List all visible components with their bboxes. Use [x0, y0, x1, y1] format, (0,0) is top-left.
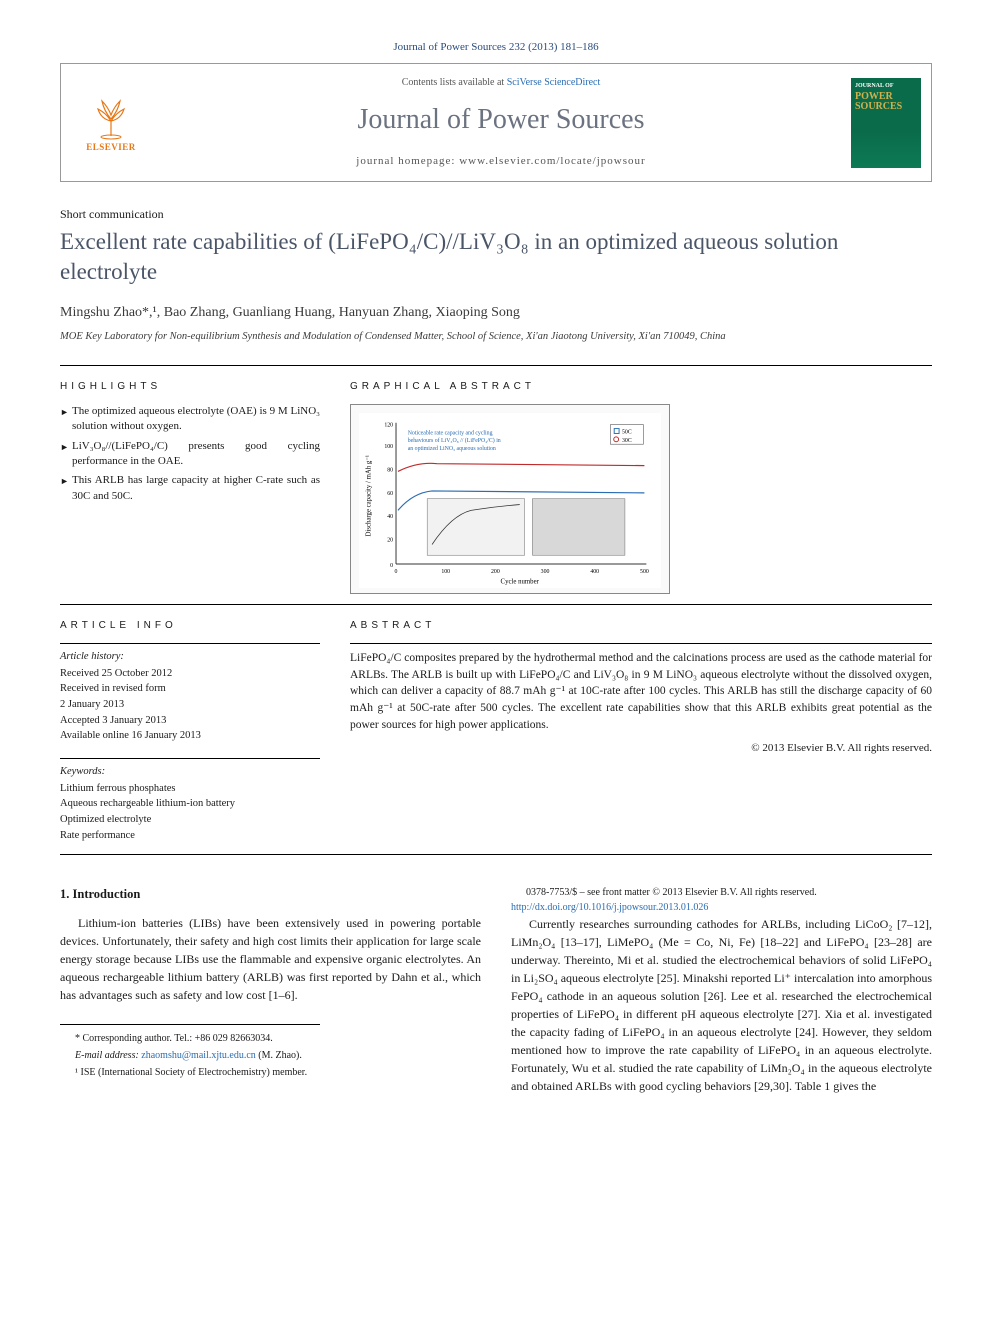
journal-reference: Journal of Power Sources 232 (2013) 181–…	[60, 40, 932, 55]
homepage-prefix: journal homepage:	[356, 155, 459, 167]
svg-text:0: 0	[395, 569, 398, 575]
email-line: E-mail address: zhaomshu@mail.xjtu.edu.c…	[60, 1048, 320, 1063]
graphical-abstract-figure: Discharge capacity / mAh g⁻¹ Cycle numbe…	[350, 404, 670, 594]
svg-text:Discharge capacity / mAh g⁻¹: Discharge capacity / mAh g⁻¹	[366, 455, 373, 536]
info-abstract-row: ARTICLE INFO Article history: Received 2…	[60, 619, 932, 845]
revised-label: Received in revised form	[60, 682, 320, 697]
introduction-section: 1. Introduction Lithium-ion batteries (L…	[60, 885, 932, 1095]
intro-para-1: Lithium-ion batteries (LIBs) have been e…	[60, 914, 481, 1004]
email-label: E-mail address:	[75, 1050, 141, 1061]
graphical-abstract-heading: GRAPHICAL ABSTRACT	[350, 380, 932, 394]
keyword: Rate performance	[60, 829, 320, 844]
doi-block: 0378-7753/$ – see front matter © 2013 El…	[511, 885, 932, 915]
intro-heading: 1. Introduction	[60, 885, 481, 904]
online-date: Available online 16 January 2013	[60, 729, 320, 744]
article-title: Excellent rate capabilities of (LiFePO₄/…	[60, 227, 932, 287]
svg-text:Cycle number: Cycle number	[501, 578, 540, 585]
abstract-text: LiFePO₄/C composites prepared by the hyd…	[350, 650, 932, 733]
accepted-date: Accepted 3 January 2013	[60, 714, 320, 729]
cover-main-text: POWER SOURCES	[855, 92, 917, 112]
journal-title: Journal of Power Sources	[161, 100, 841, 139]
contents-list-line: Contents lists available at SciVerse Sci…	[161, 76, 841, 90]
svg-text:500: 500	[640, 569, 649, 575]
highlight-item: The optimized aqueous electrolyte (OAE) …	[60, 404, 320, 435]
history-label: Article history:	[60, 650, 320, 665]
svg-text:20: 20	[387, 537, 393, 543]
highlights-graphical-row: HIGHLIGHTS The optimized aqueous electro…	[60, 380, 932, 594]
svg-text:50C: 50C	[622, 429, 632, 435]
email-suffix: (M. Zhao).	[256, 1050, 302, 1061]
author-email-link[interactable]: zhaomshu@mail.xjtu.edu.cn	[141, 1050, 255, 1061]
abstract-copyright: © 2013 Elsevier B.V. All rights reserved…	[350, 741, 932, 756]
svg-text:40: 40	[387, 514, 393, 520]
keywords-label: Keywords:	[60, 765, 320, 780]
svg-text:60: 60	[387, 491, 393, 497]
divider	[350, 643, 932, 644]
svg-text:100: 100	[441, 569, 450, 575]
divider	[60, 854, 932, 855]
publisher-logo-area: ELSEVIER	[61, 64, 161, 181]
svg-text:0: 0	[390, 563, 393, 569]
divider	[60, 643, 320, 644]
svg-text:120: 120	[384, 422, 393, 428]
svg-text:100: 100	[384, 444, 393, 450]
divider	[60, 758, 320, 759]
affiliation: MOE Key Laboratory for Non-equilibrium S…	[60, 330, 932, 345]
publisher-name: ELSEVIER	[86, 141, 136, 154]
revised-date: 2 January 2013	[60, 698, 320, 713]
elsevier-logo: ELSEVIER	[76, 83, 146, 163]
keyword: Lithium ferrous phosphates	[60, 782, 320, 797]
keyword: Aqueous rechargeable lithium-ion battery	[60, 797, 320, 812]
highlights-list: The optimized aqueous electrolyte (OAE) …	[60, 404, 320, 504]
svg-text:400: 400	[590, 569, 599, 575]
header-center: Contents lists available at SciVerse Sci…	[161, 64, 841, 181]
highlight-item: LiV₃O₈//(LiFePO₄/C) presents good cyclin…	[60, 439, 320, 470]
svg-text:Noticeable rate capacity and c: Noticeable rate capacity and cycling	[408, 430, 493, 436]
journal-homepage: journal homepage: www.elsevier.com/locat…	[161, 154, 841, 169]
front-matter-copyright: 0378-7753/$ – see front matter © 2013 El…	[511, 885, 932, 900]
footnotes: * Corresponding author. Tel.: +86 029 82…	[60, 1024, 320, 1080]
article-info-heading: ARTICLE INFO	[60, 619, 320, 633]
svg-text:300: 300	[541, 569, 550, 575]
elsevier-tree-icon	[86, 91, 136, 141]
cover-thumbnail-area: JOURNAL OF POWER SOURCES	[841, 64, 931, 181]
svg-text:80: 80	[387, 467, 393, 473]
cover-small-text: JOURNAL OF	[855, 82, 917, 90]
svg-text:200: 200	[491, 569, 500, 575]
journal-cover-thumbnail: JOURNAL OF POWER SOURCES	[851, 78, 921, 168]
article-type: Short communication	[60, 206, 932, 223]
footnote-1: ¹ ISE (International Society of Electroc…	[60, 1065, 320, 1080]
svg-text:30C: 30C	[622, 438, 632, 444]
ga-chart-svg: Discharge capacity / mAh g⁻¹ Cycle numbe…	[359, 413, 661, 588]
svg-text:an optimized LiNO₃ aqueous sol: an optimized LiNO₃ aqueous solution	[408, 446, 496, 452]
contents-prefix: Contents lists available at	[402, 77, 507, 88]
received-date: Received 25 October 2012	[60, 667, 320, 682]
journal-header: ELSEVIER Contents lists available at Sci…	[60, 63, 932, 182]
highlights-heading: HIGHLIGHTS	[60, 380, 320, 394]
svg-text:behaviours of LiV₃O₈ // (LiFeP: behaviours of LiV₃O₈ // (LiFePO₄/C) in	[408, 437, 501, 444]
highlight-item: This ARLB has large capacity at higher C…	[60, 473, 320, 504]
keyword: Optimized electrolyte	[60, 813, 320, 828]
sciencedirect-link[interactable]: SciVerse ScienceDirect	[507, 77, 601, 88]
article-info-block: Article history: Received 25 October 201…	[60, 650, 320, 844]
doi-link[interactable]: http://dx.doi.org/10.1016/j.jpowsour.201…	[511, 902, 708, 913]
corresponding-author: * Corresponding author. Tel.: +86 029 82…	[60, 1031, 320, 1046]
divider	[60, 604, 932, 605]
divider	[60, 365, 932, 366]
intro-para-2: Currently researches surrounding cathode…	[511, 915, 932, 1095]
homepage-url: www.elsevier.com/locate/jpowsour	[459, 155, 645, 167]
abstract-heading: ABSTRACT	[350, 619, 932, 633]
authors-line: Mingshu Zhao*,¹, Bao Zhang, Guanliang Hu…	[60, 303, 932, 323]
keywords-block: Keywords: Lithium ferrous phosphates Aqu…	[60, 758, 320, 843]
